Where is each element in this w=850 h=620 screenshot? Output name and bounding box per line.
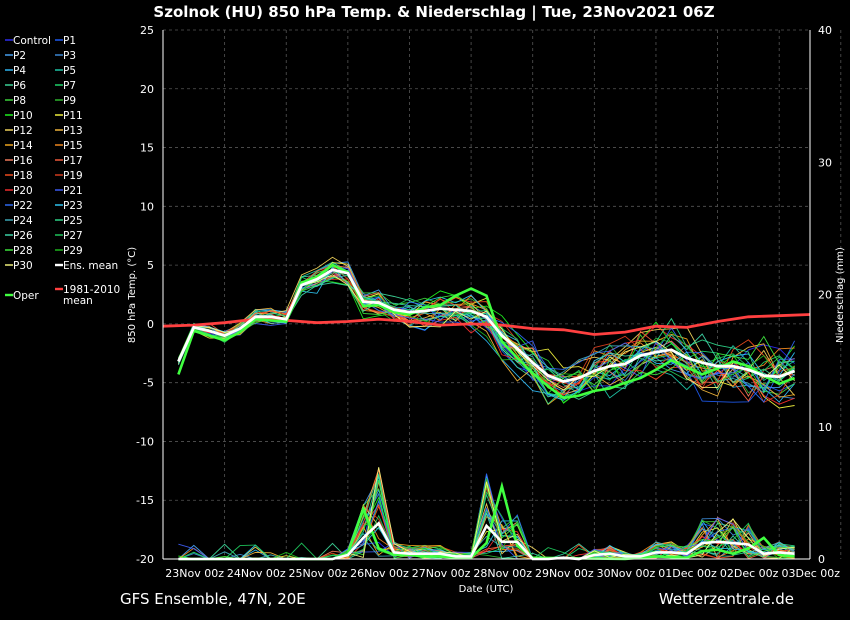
x-tick-label: 25Nov 00z bbox=[288, 567, 347, 580]
y-tick-label: 15 bbox=[140, 142, 154, 155]
legend-label-27: P27 bbox=[63, 230, 83, 242]
x-tick-label: 26Nov 00z bbox=[350, 567, 409, 580]
ens-mean-temp-line bbox=[177, 268, 796, 383]
member-precip-line-29 bbox=[178, 478, 795, 560]
legend-label-3: P3 bbox=[63, 50, 76, 62]
grid bbox=[163, 29, 842, 560]
member-temp-line-0 bbox=[177, 263, 795, 392]
member-temp-line-21 bbox=[177, 267, 795, 391]
x-tick-label: 02Dec 00z bbox=[720, 567, 779, 580]
legend-label-33: 1981-2010 bbox=[63, 284, 120, 296]
legend-label-13: P13 bbox=[63, 125, 83, 137]
legend-label-32: Oper bbox=[13, 290, 39, 302]
legend-label-33: mean bbox=[63, 295, 93, 307]
x-tick-label: 03Dec 00z bbox=[782, 567, 841, 580]
legend-label-24: P24 bbox=[13, 215, 33, 227]
x-tick-label: 27Nov 00z bbox=[412, 567, 471, 580]
x-tick-label: 29Nov 00z bbox=[535, 567, 594, 580]
member-temp-line-30 bbox=[177, 274, 795, 391]
oper-precip-line bbox=[178, 481, 795, 561]
legend-label-23: P23 bbox=[63, 200, 83, 212]
temperature-spaghetti bbox=[162, 256, 811, 409]
legend-label-30: P30 bbox=[13, 260, 33, 272]
y-tick-label: 0 bbox=[147, 318, 154, 331]
legend-label-7: P7 bbox=[63, 80, 76, 92]
member-precip-line-24 bbox=[178, 528, 795, 560]
precipitation-spaghetti bbox=[178, 467, 795, 561]
y-tick-label: 20 bbox=[140, 83, 154, 96]
legend-label-22: P22 bbox=[13, 200, 33, 212]
legend-label-25: P25 bbox=[63, 215, 83, 227]
legend-label-26: P26 bbox=[13, 230, 33, 242]
legend-label-17: P17 bbox=[63, 155, 83, 167]
legend-label-0: Control bbox=[13, 35, 51, 47]
y-tick-label: 10 bbox=[140, 200, 154, 213]
member-temp-line-11 bbox=[177, 262, 795, 409]
legend-label-11: P11 bbox=[63, 110, 83, 122]
x-tick-label: 01Dec 00z bbox=[658, 567, 717, 580]
x-tick-label: 24Nov 00z bbox=[227, 567, 286, 580]
legend-label-4: P4 bbox=[13, 65, 26, 77]
y-axis-label: 850 hPa Temp. (°C) bbox=[127, 247, 138, 343]
legend-label-12: P12 bbox=[13, 125, 33, 137]
legend-label-1: P1 bbox=[63, 35, 76, 47]
y-tick-label: 25 bbox=[140, 24, 154, 37]
oper-temp-line bbox=[177, 263, 796, 400]
y-tick-label: -15 bbox=[136, 494, 154, 507]
footer-site: Wetterzentrale.de bbox=[659, 590, 794, 608]
x-axis-label: Date (UTC) bbox=[459, 584, 514, 595]
legend-label-18: P18 bbox=[13, 170, 33, 182]
legend-label-31: Ens. mean bbox=[63, 260, 118, 272]
y-tick-label: -5 bbox=[143, 377, 154, 390]
legend-label-16: P16 bbox=[13, 155, 33, 167]
y2-tick-label: 30 bbox=[818, 156, 832, 169]
y2-tick-label: 40 bbox=[818, 24, 832, 37]
y-tick-label: 5 bbox=[147, 259, 154, 272]
member-temp-line-17 bbox=[177, 264, 795, 402]
x-tick-label: 30Nov 00z bbox=[597, 567, 656, 580]
legend-label-21: P21 bbox=[63, 185, 83, 197]
legend-label-10: P10 bbox=[13, 110, 33, 122]
footer-model: GFS Ensemble, 47N, 20E bbox=[120, 590, 306, 608]
chart-title: Szolnok (HU) 850 hPa Temp. & Niederschla… bbox=[153, 3, 714, 22]
legend-label-8: P8 bbox=[13, 95, 26, 107]
legend-label-29: P29 bbox=[63, 245, 83, 257]
y2-axis-label: Niederschlag (mm) bbox=[835, 247, 846, 343]
legend-label-14: P14 bbox=[13, 140, 33, 152]
y2-tick-label: 10 bbox=[818, 421, 832, 434]
legend-label-20: P20 bbox=[13, 185, 33, 197]
legend-label-28: P28 bbox=[13, 245, 33, 257]
legend-label-6: P6 bbox=[13, 80, 26, 92]
x-tick-label: 28Nov 00z bbox=[473, 567, 532, 580]
legend-label-9: P9 bbox=[63, 95, 76, 107]
ens-mean-precip-line bbox=[178, 521, 795, 561]
y2-tick-label: 0 bbox=[818, 553, 825, 566]
legend: Control P1 P2 P3 P4 P5 P6 P7 P8 P9 P10 P11 P12 P13 P14… bbox=[5, 35, 120, 307]
legend-label-2: P2 bbox=[13, 50, 26, 62]
x-tick-label: 23Nov 00z bbox=[165, 567, 224, 580]
y-tick-label: -20 bbox=[136, 553, 154, 566]
legend-label-19: P19 bbox=[63, 170, 83, 182]
y-tick-label: -10 bbox=[136, 435, 154, 448]
y2-tick-label: 20 bbox=[818, 289, 832, 302]
member-temp-line-15 bbox=[177, 270, 795, 390]
member-temp-line-20 bbox=[177, 272, 795, 405]
legend-label-15: P15 bbox=[63, 140, 83, 152]
legend-label-5: P5 bbox=[63, 65, 76, 77]
